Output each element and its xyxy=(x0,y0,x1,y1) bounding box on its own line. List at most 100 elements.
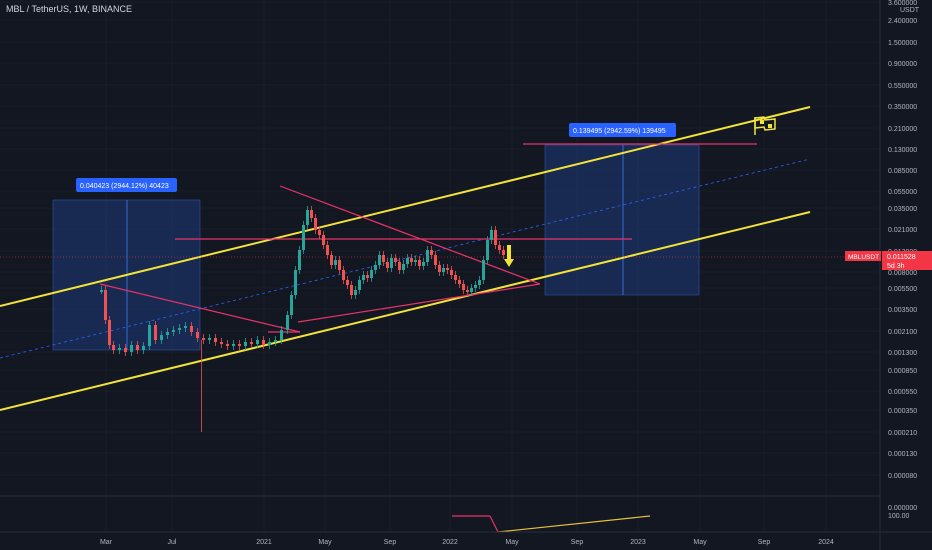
candle-61 xyxy=(402,264,405,270)
candle-86 xyxy=(502,250,505,255)
ascending-channel[interactable] xyxy=(0,106,811,411)
candle-13 xyxy=(172,330,175,332)
time-tick-10: Sep xyxy=(758,539,771,546)
candle-28 xyxy=(262,340,265,345)
candle-75 xyxy=(458,280,461,284)
candle-46 xyxy=(342,270,345,280)
time-tick-8: 2023 xyxy=(630,539,646,546)
time-tick-7: Sep xyxy=(571,539,584,546)
candle-9 xyxy=(148,325,151,346)
price-tick-6: 0.210000 xyxy=(888,126,917,133)
price-tick-4: 0.550000 xyxy=(888,83,917,90)
candle-62 xyxy=(406,258,409,264)
candle-25 xyxy=(244,342,247,346)
candle-76 xyxy=(462,284,465,290)
price-axis[interactable]: USDT 3.600000 2.400000 1.500000 0.900000 0.5… xyxy=(888,0,920,480)
triangle-top-left xyxy=(99,283,301,333)
candle-2 xyxy=(108,320,111,345)
candle-53 xyxy=(370,270,373,278)
candle-15 xyxy=(184,326,187,328)
last-price-value: 0.011528 xyxy=(887,254,916,261)
candle-38 xyxy=(310,210,313,218)
candle-85 xyxy=(498,245,501,250)
candle-52 xyxy=(366,275,369,278)
price-tick-7: 0.130000 xyxy=(888,147,917,154)
candle-44 xyxy=(334,260,337,265)
candle-72 xyxy=(446,268,449,270)
bar-countdown: 5d 3h xyxy=(887,263,905,270)
price-tick-3: 0.900000 xyxy=(888,61,917,68)
candle-1 xyxy=(104,290,107,320)
candle-50 xyxy=(358,280,361,290)
price-tick-8: 0.085000 xyxy=(888,168,917,175)
candle-83 xyxy=(490,230,493,240)
price-tick-10: 0.035000 xyxy=(888,206,917,213)
price-tick-15: 0.003500 xyxy=(888,307,917,314)
price-tick-20: 0.000350 xyxy=(888,408,917,415)
price-tick-2: 1.500000 xyxy=(888,40,917,47)
candle-37 xyxy=(306,210,309,225)
candle-18 xyxy=(202,338,205,340)
candle-59 xyxy=(394,258,397,262)
candle-19 xyxy=(208,338,211,340)
candle-31 xyxy=(280,330,283,340)
time-axis[interactable]: Mar Jul 2021 May Sep 2022 May Sep 2023 May Sep 2024 xyxy=(100,539,834,546)
price-tick-17: 0.001300 xyxy=(888,350,917,357)
candle-39 xyxy=(314,218,317,230)
candle-32 xyxy=(286,315,289,330)
candle-79 xyxy=(474,285,477,288)
candle-73 xyxy=(450,270,453,275)
candle-29 xyxy=(268,342,271,345)
time-tick-5: 2022 xyxy=(442,539,458,546)
candle-43 xyxy=(330,255,333,265)
candle-81 xyxy=(482,260,485,280)
trendlines[interactable] xyxy=(99,143,757,533)
candle-66 xyxy=(422,262,425,266)
price-unit: USDT xyxy=(900,7,920,14)
candle-14 xyxy=(178,328,181,330)
candle-11 xyxy=(160,335,163,340)
price-tick-22: 0.000130 xyxy=(888,451,917,458)
candle-58 xyxy=(390,258,393,268)
down-arrow-icon[interactable] xyxy=(504,245,514,267)
candle-48 xyxy=(350,285,353,295)
candle-7 xyxy=(136,345,139,350)
price-tick-0: 3.600000 xyxy=(888,0,917,7)
price-tick-18: 0.000850 xyxy=(888,368,917,375)
price-tick-16: 0.002100 xyxy=(888,329,917,336)
time-tick-4: Sep xyxy=(384,539,397,546)
candle-21 xyxy=(220,342,223,344)
time-tick-2: 2021 xyxy=(256,539,272,546)
candle-17 xyxy=(196,332,199,338)
price-tick-14: 0.005500 xyxy=(888,286,917,293)
time-tick-6: May xyxy=(505,539,519,546)
channel-lower-line xyxy=(0,211,811,411)
measure-box-left[interactable]: 0.040423 (2944.12%) 40423 xyxy=(52,178,201,351)
candle-3 xyxy=(112,345,115,350)
triangle-top-right xyxy=(279,185,541,285)
candle-8 xyxy=(142,346,145,350)
price-tick-23: 0.000080 xyxy=(888,473,917,480)
flag-icon[interactable] xyxy=(754,116,776,135)
candle-63 xyxy=(410,258,413,262)
candle-54 xyxy=(374,265,377,270)
candle-78 xyxy=(470,288,473,292)
price-tick-9: 0.055000 xyxy=(888,189,917,196)
candle-16 xyxy=(190,326,193,332)
candle-47 xyxy=(346,280,349,285)
last-price-symbol: MBLUSDT xyxy=(848,254,879,261)
time-tick-0: Mar xyxy=(100,539,113,546)
candle-67 xyxy=(426,250,429,262)
candle-77 xyxy=(466,290,469,292)
candle-51 xyxy=(362,275,365,280)
indicator-tick-1: 100.00 xyxy=(888,513,910,520)
candle-49 xyxy=(354,290,357,295)
candle-41 xyxy=(322,235,325,245)
measure-box-right[interactable]: 0.139495 (2942.59%) 139495 xyxy=(544,123,700,296)
time-tick-11: 2024 xyxy=(818,539,834,546)
candle-4 xyxy=(118,348,121,350)
indicator-axis[interactable]: 0.000000 100.00 xyxy=(888,505,917,520)
channel-mid-line xyxy=(0,158,811,359)
price-tick-21: 0.000210 xyxy=(888,430,917,437)
